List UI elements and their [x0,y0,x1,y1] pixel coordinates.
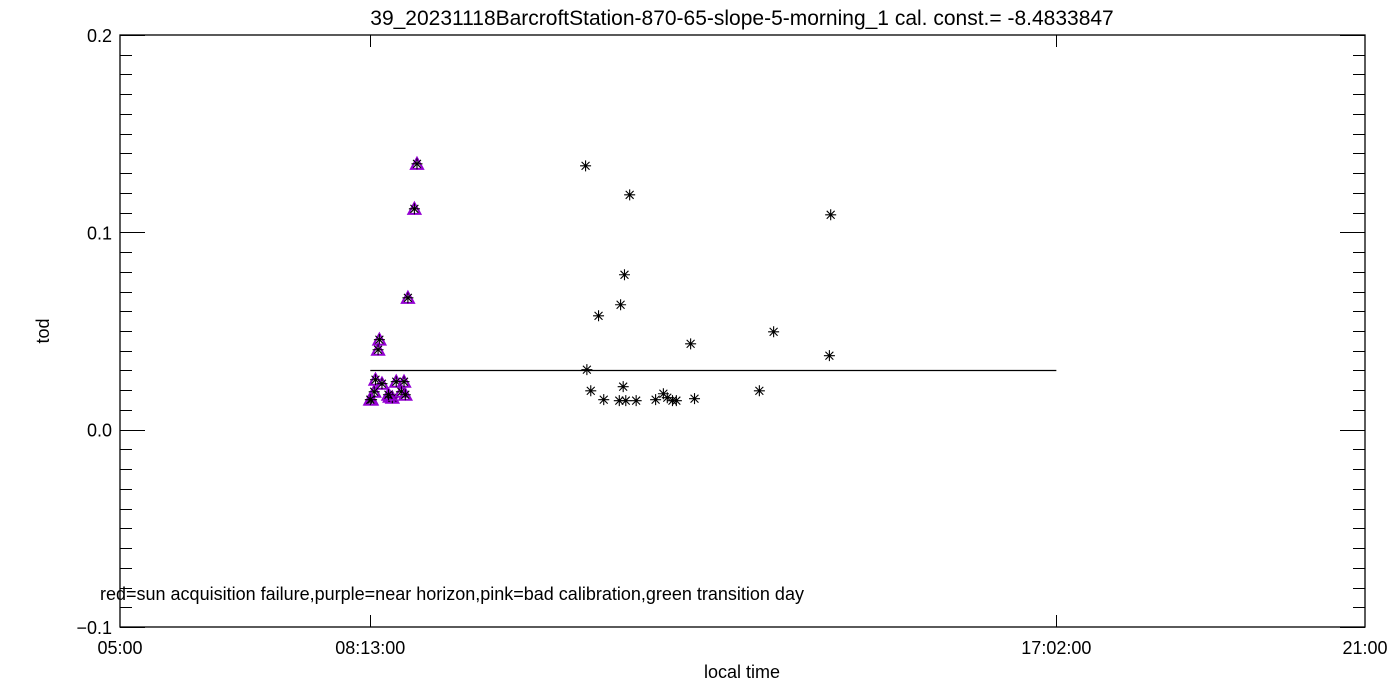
data-point [661,392,673,404]
asterisk-marker [368,386,380,398]
data-point [630,395,642,407]
data-point [620,395,632,407]
data-point [598,394,610,406]
axes [119,34,1366,628]
asterisk-marker [825,209,837,221]
near-horizon-point [396,373,412,388]
near-horizon-point [380,386,397,401]
asterisk-marker [630,395,642,407]
data-point [624,189,636,201]
near-horizon-point [371,331,388,346]
near-horizon-point [367,371,384,386]
data-point [825,209,837,221]
data-point [768,326,780,338]
x-axis-label: local time [704,662,780,682]
x-tick-label: 21:00 [1342,638,1387,658]
y-tick-label: 0.0 [87,421,112,441]
asterisk-marker [689,393,701,405]
data-point [618,269,630,281]
asterisk-marker [399,389,411,401]
data-point [689,393,701,405]
data-point [593,310,605,322]
asterisk-marker [382,389,394,401]
y-tick-label: 0.2 [87,26,112,46]
asterisk-marker [617,381,629,393]
data-point [615,299,627,311]
asterisk-marker [615,299,627,311]
asterisk-marker [398,376,410,388]
asterisk-marker [585,385,597,397]
data-point [617,381,629,393]
near-horizon-point [374,375,390,390]
asterisk-marker [753,385,765,397]
asterisk-marker [372,344,384,356]
asterisk-marker [581,364,593,376]
asterisk-marker [650,394,662,406]
asterisk-marker [376,378,388,390]
legend-annotation: red=sun acquisition failure,purple=near … [100,584,804,604]
data-point [581,364,593,376]
asterisk-marker [373,334,385,346]
asterisk-marker [768,326,780,338]
asterisk-marker [618,269,630,281]
data-point [650,394,662,406]
asterisk-marker [580,160,592,172]
chart-title: 39_20231118BarcroftStation-870-65-slope-… [370,7,1113,30]
data-point [753,385,765,397]
asterisk-marker [670,395,682,407]
ticks: −0.1 0.0 0.1 0.2 05:00 08:13:00 17:02:00 21:00 [76,26,1387,658]
asterisk-marker [593,310,605,322]
y-axis-label: tod [33,318,53,343]
asterisk-marker [369,374,381,386]
near-horizon-point [397,386,413,401]
asterisk-marker [390,376,402,388]
data-points [362,155,837,407]
near-horizon-point [409,155,425,170]
data-point [670,395,682,407]
asterisk-marker [411,158,423,170]
data-point [613,395,625,407]
data-point [585,385,597,397]
near-horizon-point [406,200,423,215]
asterisk-marker [364,394,376,406]
x-tick-label: 08:13:00 [335,638,405,658]
near-horizon-point [370,341,386,356]
near-horizon-point [362,391,378,406]
asterisk-marker [823,350,835,362]
asterisk-marker [624,189,636,201]
x-tick-label: 05:00 [97,638,142,658]
asterisk-marker [408,203,420,215]
asterisk-marker [395,386,407,398]
x-tick-label: 17:02:00 [1021,638,1091,658]
y-tick-label: 0.1 [87,223,112,243]
data-point [580,160,592,172]
asterisk-marker [685,338,697,350]
asterisk-marker [661,392,673,404]
asterisk-marker [598,394,610,406]
asterisk-marker [620,395,632,407]
asterisk-marker [402,292,414,304]
plot-frame [119,34,1366,628]
asterisk-marker [613,395,625,407]
near-horizon-point [400,289,416,304]
y-tick-label: −0.1 [76,618,112,638]
data-point [823,350,835,362]
data-point [685,338,697,350]
